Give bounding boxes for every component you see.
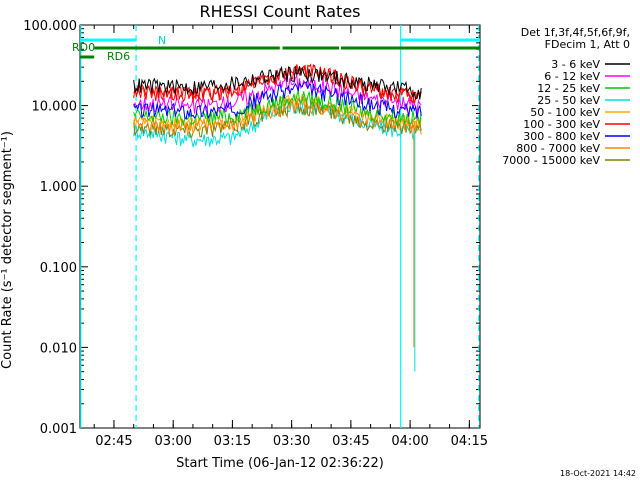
flag-label-n: N xyxy=(158,34,166,47)
legend-label: 800 - 7000 keV xyxy=(516,142,600,155)
plot-area: 100.000 10.000 1.000 0.100 0.010 0.001 02:45 03… xyxy=(23,19,488,449)
x-tick-label: 03:00 xyxy=(154,434,191,449)
legend-header-line-1: Det 1f,3f,4f,5f,6f,9f, xyxy=(521,26,630,39)
series-line-7000-15000-kev xyxy=(133,100,422,138)
y-axis-label: Count Rate (s⁻¹ detector segment⁻¹) xyxy=(0,131,15,369)
y-tick-label: 0.010 xyxy=(40,341,77,356)
legend-label: 7000 - 15000 keV xyxy=(502,154,600,167)
series-line-12-25-kev xyxy=(133,90,422,127)
series-line-800-7000-kev xyxy=(133,95,422,137)
plot-frame xyxy=(79,24,481,429)
legend-label: 50 - 100 keV xyxy=(530,106,600,119)
series-line-3-6-kev xyxy=(133,65,422,100)
y-tick-label: 10.000 xyxy=(32,100,78,115)
y-tick-label: 0.100 xyxy=(40,261,77,276)
x-tick-label: 03:15 xyxy=(214,434,251,449)
legend-label: 12 - 25 keV xyxy=(537,82,600,95)
y-tick-label: 1.000 xyxy=(40,180,77,195)
legend-label: 3 - 6 keV xyxy=(551,58,600,71)
x-tick-label: 02:45 xyxy=(95,434,132,449)
flag-label-rd0: RD0 xyxy=(72,41,95,54)
legend-label: 6 - 12 keV xyxy=(544,70,600,83)
legend-label: 300 - 800 keV xyxy=(523,130,600,143)
y-tick-label: 100.000 xyxy=(23,19,77,34)
x-tick-label: 04:15 xyxy=(451,434,488,449)
flag-label-rd6: RD6 xyxy=(107,50,130,63)
legend-header-line-2: FDecim 1, Att 0 xyxy=(545,38,630,51)
x-tick-label: 03:45 xyxy=(332,434,369,449)
legend: Det 1f,3f,4f,5f,6f,9f, FDecim 1, Att 0 3… xyxy=(502,26,630,167)
x-tick-label: 03:30 xyxy=(273,434,310,449)
x-tick-label: 04:00 xyxy=(391,434,428,449)
legend-label: 25 - 50 keV xyxy=(537,94,600,107)
series-line-100-300-kev xyxy=(133,63,422,105)
chart-title: RHESSI Count Rates xyxy=(200,2,361,21)
legend-label: 100 - 300 keV xyxy=(523,118,600,131)
generation-timestamp: 18-Oct-2021 14:42 xyxy=(560,469,636,478)
series-line-300-800-kev xyxy=(133,81,422,121)
x-axis-label: Start Time (06-Jan-12 02:36:22) xyxy=(176,456,384,471)
y-tick-label: 0.001 xyxy=(40,422,77,437)
series-line-6-12-kev xyxy=(133,74,422,114)
